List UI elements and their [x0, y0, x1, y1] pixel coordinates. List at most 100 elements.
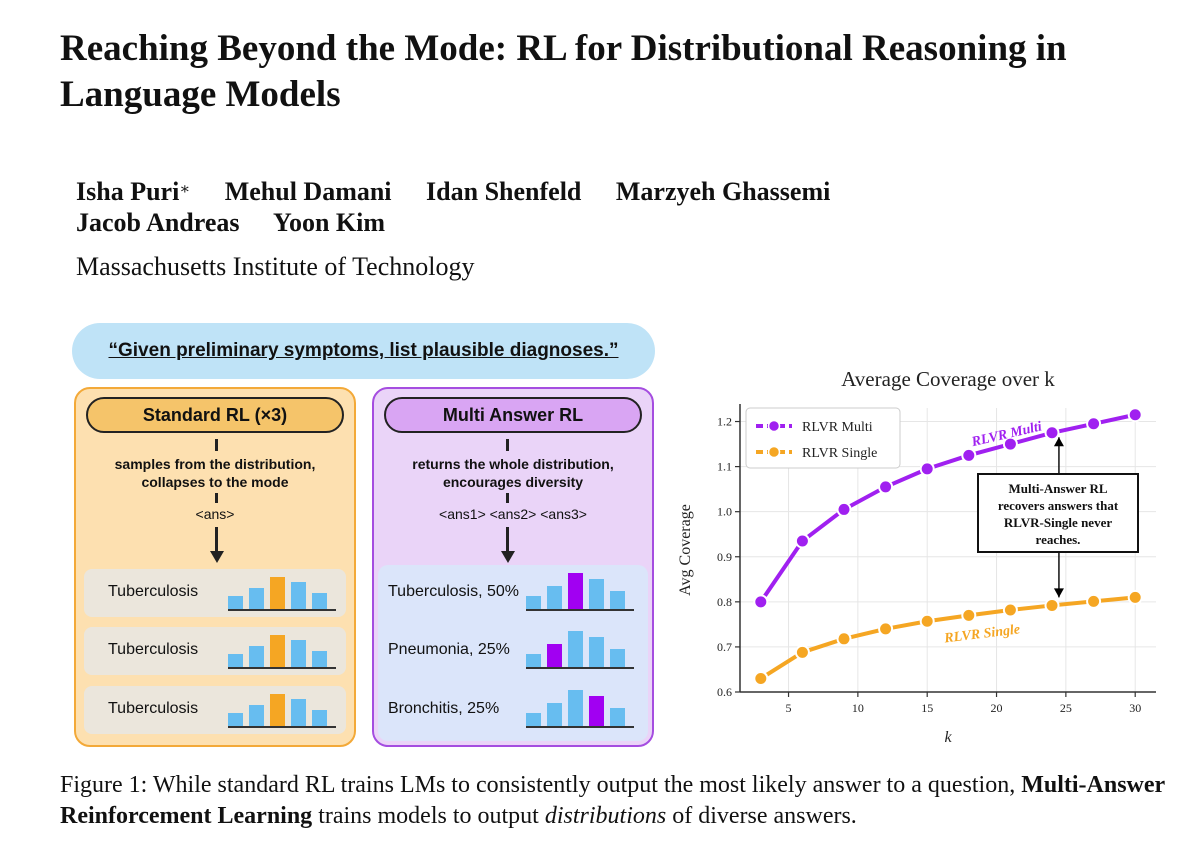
answer-bar	[526, 654, 541, 667]
diagnosis-row: Tuberculosis	[84, 569, 346, 617]
answer-bar	[249, 588, 264, 609]
figure-caption: Figure 1: While standard RL trains LMs t…	[60, 772, 1165, 829]
standard-desc-line1: samples from the distribution,	[114, 456, 316, 472]
author-name: Jacob Andreas	[76, 208, 240, 237]
x-tick-label: 30	[1129, 701, 1141, 715]
answer-bar	[526, 596, 541, 609]
connector	[215, 439, 218, 451]
answer-bar	[610, 649, 625, 667]
standard-answer-token: <ans>	[195, 506, 235, 522]
diagnosis-label: Tuberculosis	[108, 641, 199, 658]
x-tick-label: 10	[852, 701, 864, 715]
connector	[506, 527, 509, 553]
selected-answer-bar	[547, 644, 562, 667]
multi-answer-tokens: <ans1> <ans2> <ans3>	[439, 506, 587, 522]
selected-answer-bar	[270, 577, 285, 609]
answer-bar	[568, 631, 583, 667]
connector	[215, 493, 218, 503]
legend-marker	[767, 445, 781, 459]
bars-baseline	[228, 726, 336, 728]
annotation-text: Multi-Answer RL	[1008, 481, 1107, 496]
legend-entry: RLVR Multi	[802, 420, 873, 435]
bars-baseline	[526, 609, 634, 611]
x-tick-label: 5	[786, 701, 792, 715]
answer-bar	[589, 637, 604, 667]
diagnosis-row: Bronchitis, 25%	[382, 686, 644, 734]
answer-bar	[526, 713, 541, 726]
y-axis-label: Avg Coverage	[677, 504, 694, 596]
data-point	[836, 631, 852, 647]
answer-bar	[610, 591, 625, 609]
answer-bar	[312, 593, 327, 609]
data-point	[878, 621, 894, 637]
y-tick-label: 0.6	[717, 685, 732, 699]
y-tick-label: 1.2	[717, 415, 732, 429]
bars-baseline	[526, 667, 634, 669]
answer-bar	[312, 710, 327, 726]
y-tick-label: 1.1	[717, 460, 732, 474]
author-name: Idan Shenfeld	[426, 177, 582, 206]
answer-bar	[291, 640, 306, 667]
answer-bar	[228, 596, 243, 609]
author-name: Marzyeh Ghassemi	[615, 177, 831, 206]
data-point	[1044, 597, 1060, 613]
data-point	[878, 479, 894, 495]
down-arrow-icon	[501, 551, 515, 563]
down-arrow-icon	[1053, 588, 1064, 598]
selected-answer-bar	[589, 696, 604, 726]
connector	[215, 527, 218, 553]
standard-desc-line2: collapses to the mode	[141, 474, 289, 490]
diagnosis-label: Tuberculosis	[108, 583, 199, 600]
diagnosis-label: Bronchitis, 25%	[388, 700, 500, 717]
answer-bar	[547, 703, 562, 726]
data-point	[1002, 436, 1018, 452]
annotation-text: reaches.	[1036, 532, 1081, 547]
bars-baseline	[228, 667, 336, 669]
data-point	[1002, 602, 1018, 618]
multi-desc-line1: returns the whole distribution,	[412, 456, 614, 472]
answer-bar	[291, 699, 306, 726]
multi-answer-rl-title: Multi Answer RL	[384, 397, 642, 433]
distribution-bars	[228, 571, 336, 611]
x-tick-label: 15	[921, 701, 933, 715]
distribution-bars	[526, 688, 634, 728]
data-point	[794, 644, 810, 660]
multi-desc-line2: encourages diversity	[442, 474, 584, 490]
up-arrow-icon	[1053, 437, 1064, 447]
selected-answer-bar	[270, 694, 285, 726]
y-tick-label: 0.7	[717, 640, 732, 654]
distribution-bars	[526, 571, 634, 611]
answer-bar	[291, 582, 306, 609]
series-label-rlvr-single: RLVR Single	[943, 622, 1021, 646]
legend-entry: RLVR Single	[802, 446, 877, 461]
connector	[506, 493, 509, 503]
answer-bar	[568, 690, 583, 726]
multi-answer-rl-panel: Multi Answer RL returns the whole distri…	[372, 387, 654, 747]
data-point	[1086, 416, 1102, 432]
annotation-text: RLVR-Single never	[1004, 515, 1112, 530]
coverage-chart: Average Coverage over k 0.6 0.7 0.8 0.9 1.0 1.…	[677, 367, 1156, 746]
down-arrow-icon	[210, 551, 224, 563]
author-name: Isha Puri∗	[76, 177, 191, 206]
data-point	[919, 613, 935, 629]
author-name: Mehul Damani	[224, 177, 392, 206]
answer-bar	[312, 651, 327, 667]
author-list: Isha Puri∗ Mehul Damani Idan Shenfeld Ma…	[76, 176, 858, 238]
diagnosis-row: Tuberculosis	[84, 627, 346, 675]
diagnosis-label: Tuberculosis	[108, 700, 199, 717]
annotation-text: recovers answers that	[998, 498, 1119, 513]
annotation-box	[977, 473, 1139, 553]
answer-bar	[228, 713, 243, 726]
connector	[506, 439, 509, 451]
answer-bar	[249, 705, 264, 726]
diagnosis-row: Tuberculosis, 50%	[382, 569, 644, 617]
data-point	[919, 461, 935, 477]
data-point	[1127, 407, 1143, 423]
y-tick-label: 0.9	[717, 550, 732, 564]
data-point	[1086, 593, 1102, 609]
y-tick-label: 1.0	[717, 505, 732, 519]
chart-title: Average Coverage over k	[841, 367, 1055, 391]
x-tick-label: 25	[1060, 701, 1072, 715]
series-line-rlvr-multi	[759, 412, 1136, 603]
prompt-banner: “Given preliminary symptoms, list plausi…	[72, 323, 655, 379]
